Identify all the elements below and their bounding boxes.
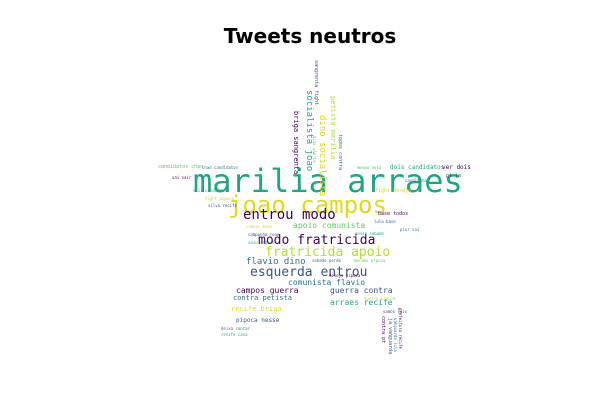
word-ja-vanguarda: ja vanguarda: [387, 318, 393, 355]
word-comunista-flavio: comunista flavio: [288, 278, 366, 287]
word-modo-fratricida: modo fratricida: [258, 233, 376, 248]
figure-title: Tweets neutros: [223, 24, 397, 48]
word-sangrenta-fight: sangrenta fight: [313, 60, 319, 106]
word-deixa-contar: deixa contar: [221, 326, 250, 331]
word-apoio-comunista: apoio comunista: [293, 221, 366, 230]
word-prefeitura-recife: prefeitura recife: [398, 308, 403, 349]
word-vamos-luis: vamos luis: [383, 309, 408, 314]
word-ver-dois: ver dois: [442, 164, 471, 171]
word-dias-alerta: dias alerta: [312, 136, 317, 163]
word-petista-marilia: petista marilia: [329, 96, 337, 160]
word-pipoca-small: desejo pipoca: [329, 273, 361, 278]
word-base-todos: base todos: [378, 211, 409, 217]
word-guerra-pipoca: guerra pipoca: [364, 296, 396, 301]
word-pt-ja: pt ja: [446, 173, 462, 179]
word-candidatos-chao: candidatos chao: [158, 164, 204, 170]
word-fight-desejo: fight desejo: [375, 188, 412, 194]
word-marilia-arraes: marilia arraes: [193, 162, 463, 200]
word-entrou-modo: entrou modo: [243, 207, 336, 223]
word-vai-sair: vai sair: [172, 175, 192, 180]
word-mesma-nota: mesma nota: [357, 165, 382, 170]
word-fight-desejo-left: fight pipoca: [205, 196, 234, 201]
word-briga-sangrenta: briga sangrenta: [292, 111, 300, 175]
word-todos-contra: todos contra: [337, 134, 343, 171]
word-dino-socialista: dino socialista: [317, 115, 327, 197]
word-esquerda-entrou: esquerda entrou: [250, 265, 368, 280]
word-dois-candidatos: dois candidatos: [390, 164, 445, 171]
word-sair-silva: sair candidatos: [193, 188, 230, 193]
word-contra-petista: contra petista: [233, 294, 293, 302]
word-lula-base: lula base: [374, 219, 396, 224]
word-candidata: candidata: [405, 178, 427, 183]
word-entrou-small: moraes pipoca: [354, 258, 386, 263]
word-pipoca-nesse: pipoca nesse: [236, 317, 280, 324]
word-vanguarda-lula: vanguarda lula: [393, 318, 398, 352]
word-recife-briga: recife briga: [231, 305, 282, 313]
word-contra-pt: contra pt: [380, 316, 386, 344]
word-tinha-certeza: chao candidatos: [202, 165, 239, 170]
word-pior-sai: pior sai: [400, 227, 420, 232]
word-campos-guerra: campos guerra: [236, 286, 299, 295]
word-joao-campos: joao campos: [228, 191, 387, 219]
word-fratricida-apoio: fratricida apoio: [265, 245, 391, 260]
word-campos-base: campos base: [246, 224, 273, 229]
word-sabado-perde: sabado perde: [312, 258, 341, 263]
word-joao-campos-small: saiu sabado: [248, 240, 275, 245]
word-flavio-dino: flavio dino: [246, 257, 306, 267]
word-guerra-contra: guerra contra: [330, 286, 393, 295]
word-silva-recife: silva recife: [208, 203, 237, 208]
word-campanha-joao: campanha joao: [248, 232, 280, 237]
word-arraes-recife: arraes recife: [330, 298, 393, 307]
word-nesse-sabado: nesse sabado: [355, 231, 384, 236]
word-recife-casa: recife casa: [221, 332, 248, 337]
word-socialista-joao: socialista joao: [304, 90, 314, 172]
